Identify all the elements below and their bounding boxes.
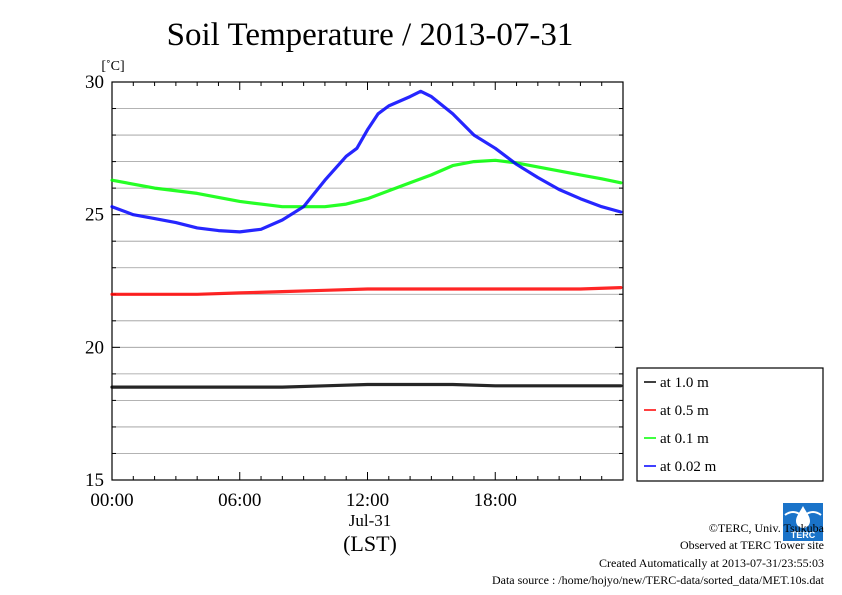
terc-logo: TERC	[783, 503, 823, 541]
series-line	[110, 89, 623, 234]
series-line	[110, 158, 623, 209]
x-tick-label: 06:00	[218, 490, 261, 511]
y-tick-label: 15	[85, 470, 104, 491]
legend-label: at 0.5 m	[660, 403, 709, 419]
legend-label: at 0.02 m	[660, 459, 717, 475]
y-tick-label: 25	[85, 205, 104, 226]
series-line	[110, 382, 623, 389]
x-axis-label: (LST)	[343, 531, 397, 556]
copyright-text: ©TERC, Univ. Tsukuba	[708, 521, 824, 535]
y-axis-unit: [˚C]	[101, 59, 124, 74]
x-tick-label: 00:00	[90, 490, 133, 511]
legend-label: at 1.0 m	[660, 375, 709, 391]
grid	[112, 108, 623, 454]
legend-label: at 0.1 m	[660, 431, 709, 447]
plot-frame	[111, 81, 624, 481]
x-tick-label: 12:00	[346, 490, 389, 511]
created-text: Created Automatically at 2013-07-31/23:5…	[599, 556, 824, 570]
y-tick-label: 20	[85, 337, 104, 358]
series-layer	[110, 89, 623, 389]
y-tick-label: 30	[85, 72, 104, 93]
x-tick-label: 18:00	[474, 490, 517, 511]
axis-ticks: 15 20 25 30 00:00 06:00 12:00 18:00	[85, 72, 624, 511]
legend-box	[636, 367, 824, 482]
series-line	[110, 286, 623, 296]
x-axis-date: Jul-31	[349, 511, 392, 530]
legend: at 1.0 m at 0.5 m at 0.1 m at 0.02 m	[636, 367, 824, 482]
chart-title: Soil Temperature / 2013-07-31	[167, 17, 574, 53]
observed-text: Observed at TERC Tower site	[679, 538, 824, 552]
source-text: Data source : /home/hojyo/new/TERC-data/…	[491, 573, 824, 587]
svg-text:TERC: TERC	[791, 530, 816, 540]
